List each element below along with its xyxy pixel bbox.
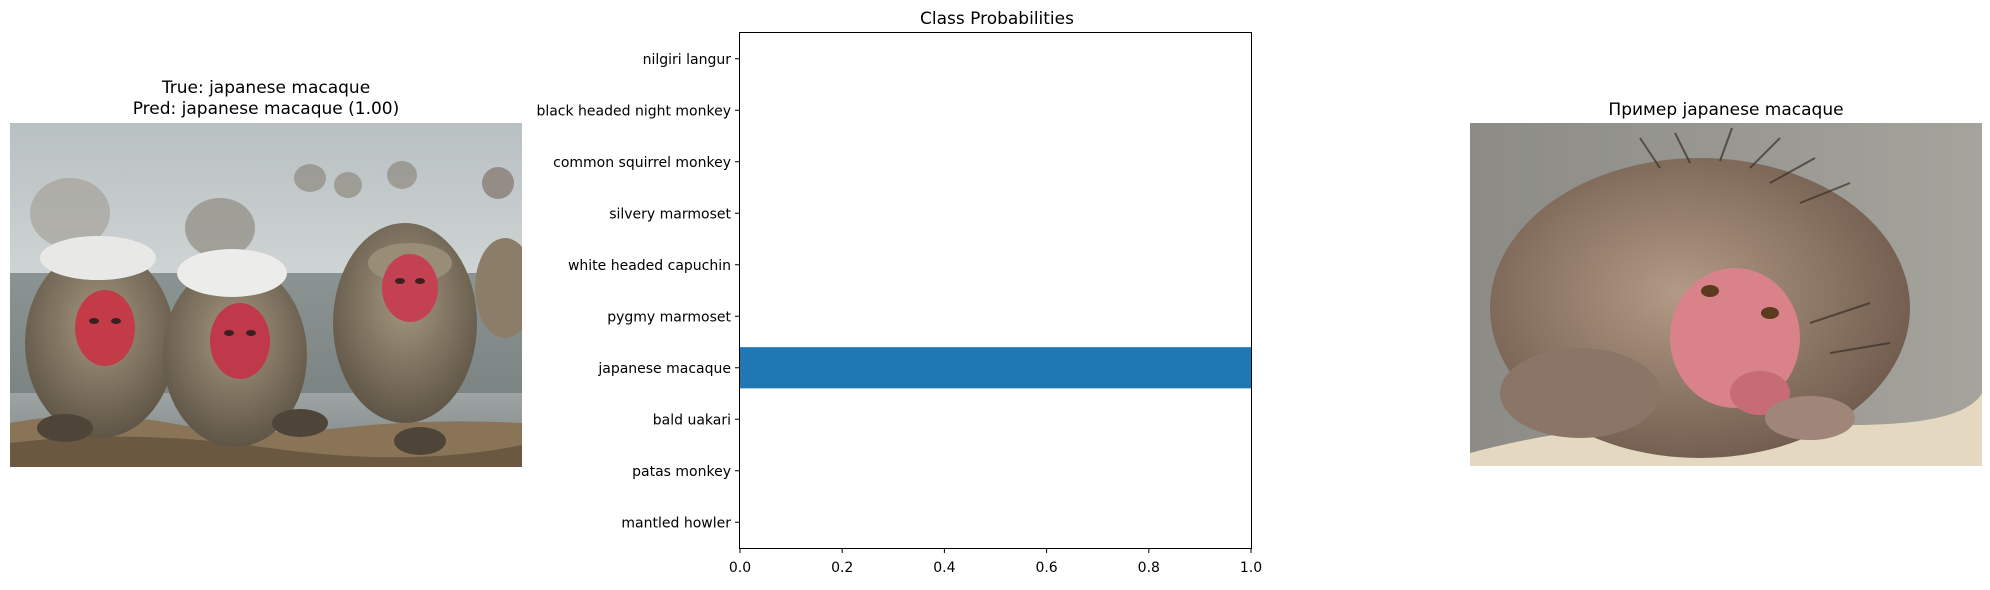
y-tick-label: japanese macaque: [597, 361, 731, 377]
macaques-hot-spring-image: [10, 123, 522, 467]
chart-title: Class Probabilities: [920, 9, 1074, 29]
x-tick-label: 0.4: [933, 560, 955, 576]
x-tick-label: 0.2: [831, 560, 853, 576]
x-tick-label: 0.8: [1138, 560, 1160, 576]
y-tick-label: patas monkey: [632, 464, 731, 480]
plot-frame: [739, 32, 1252, 549]
example-macaque-image: [1470, 123, 1982, 466]
y-tick-label: common squirrel monkey: [553, 155, 731, 171]
x-tick-label: 1.0: [1240, 560, 1262, 576]
y-tick-label: nilgiri langur: [643, 52, 732, 68]
y-tick-label: mantled howler: [621, 515, 731, 531]
true-label: True: japanese macaque: [161, 78, 371, 98]
x-tick-label: 0.0: [729, 560, 751, 576]
y-tick-label: white headed capuchin: [568, 258, 731, 274]
y-tick-label: black headed night monkey: [536, 103, 731, 119]
right-panel-title: Пример japanese macaque: [1608, 100, 1844, 120]
bar-japanese-macaque: [740, 347, 1251, 389]
y-tick-label: bald uakari: [653, 412, 731, 428]
y-tick-label: silvery marmoset: [609, 206, 731, 222]
left-panel-title: True: japanese macaque Pred: japanese ma…: [10, 78, 522, 120]
x-tick-label: 0.6: [1035, 560, 1057, 576]
pred-label: Pred: japanese macaque (1.00): [132, 99, 400, 119]
y-tick-label: pygmy marmoset: [607, 309, 731, 325]
